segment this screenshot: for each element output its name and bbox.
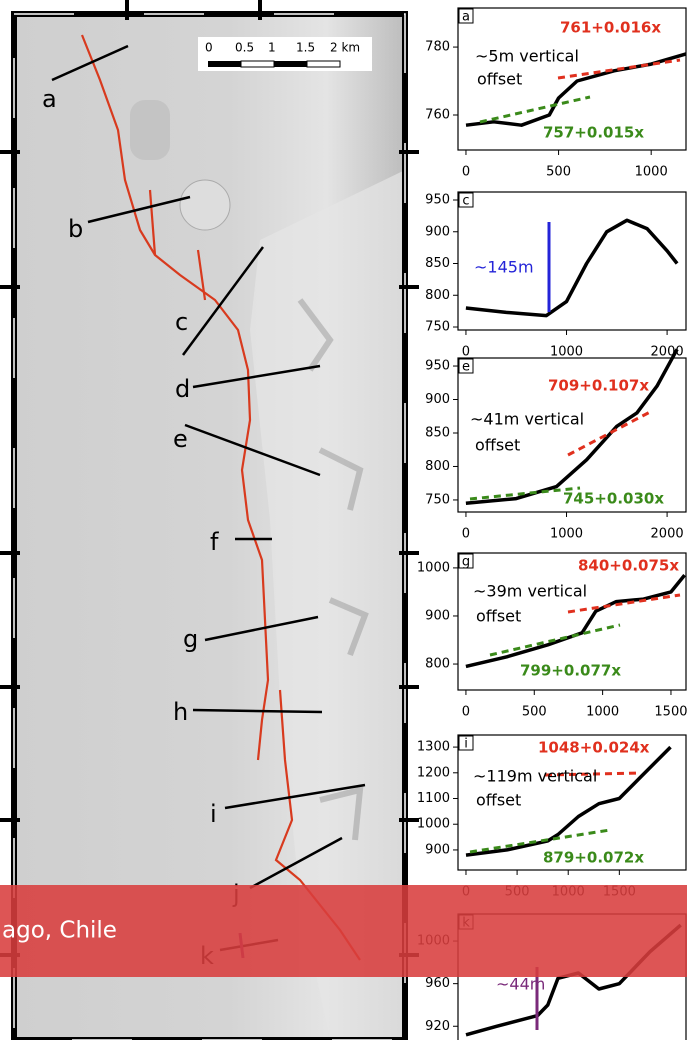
y-tick-label: 950 [425,359,450,374]
x-tick-label: 1000 [550,345,583,360]
x-tick-label: 0 [462,345,470,360]
panel-letter: c [462,194,469,209]
profile-label: g [183,625,198,653]
x-tick-label: 1000 [635,165,668,180]
panel-letter: a [462,10,470,25]
y-tick-label: 1000 [417,817,450,832]
annotation: offset [476,607,521,626]
annotation: ~119m vertical [473,767,597,786]
annotation: 879+0.072x [543,849,644,867]
x-tick-label: 0 [462,165,470,180]
y-tick-label: 1300 [417,740,450,755]
profile-panel: 800 900 1000 0 500 1000 1500 g 840+0.075x ~39m ve… [417,553,687,720]
y-tick-label: 800 [425,657,450,672]
x-tick-label: 1000 [586,705,619,720]
panel-letter: i [464,737,468,752]
profile-label: i [210,800,217,828]
annotation: ~41m vertical [470,410,584,429]
y-tick-label: 750 [425,492,450,507]
y-tick-label: 960 [425,976,450,991]
figure: 00.511.52 kmabcdefghijk 76078005001000a7… [0,0,687,1040]
scale-label: 2 km [330,41,360,55]
map [0,0,419,1040]
x-tick-label: 1500 [654,705,687,720]
y-tick-label: 900 [425,608,450,623]
x-tick-label: 1000 [550,527,583,542]
y-tick-label: 750 [425,320,450,335]
profile-panel: 9001000110012001300050010001500i1048+0.0… [417,735,686,900]
annotation: offset [477,70,522,89]
scale-label: 0.5 [235,41,254,55]
y-tick-label: 760 [425,108,450,123]
annotation: ~145m [474,258,534,277]
y-tick-label: 900 [425,224,450,239]
annotation: offset [476,791,521,810]
scale-label: 1 [268,41,276,55]
scale-label: 1.5 [296,41,315,55]
profile-panel: 750 800 850 900 950 0 1000 2000 e 709+0.107x ~41m … [425,349,686,541]
banner-text: ago, Chile [2,918,117,944]
panel-letter: e [462,360,470,375]
y-tick-label: 1000 [417,560,450,575]
annotation: ~39m vertical [473,582,587,601]
y-tick-label: 920 [425,1019,450,1034]
y-tick-label: 1100 [417,791,450,806]
annotation: 761+0.016x [560,19,661,37]
x-tick-label: 2000 [651,345,684,360]
scale-label: 0 [205,41,213,55]
x-tick-label: 500 [546,165,571,180]
x-tick-label: 0 [462,705,470,720]
y-tick-label: 900 [425,842,450,857]
panel-letter: g [462,555,470,570]
profile-label: e [173,425,188,453]
annotation: 799+0.077x [520,662,621,680]
x-tick-label: 500 [522,705,547,720]
annotation: 745+0.030x [563,490,664,508]
annotation: 757+0.015x [543,124,644,142]
y-tick-label: 850 [425,425,450,440]
banner: ago, Chile [0,885,687,977]
y-tick-label: 800 [425,459,450,474]
annotation: ~5m vertical [475,47,579,66]
profile-label: b [68,215,83,243]
y-tick-label: 900 [425,392,450,407]
profile-label: f [210,528,219,556]
y-tick-label: 850 [425,256,450,271]
profile-label: c [175,308,188,336]
y-tick-label: 1200 [417,765,450,780]
y-tick-label: 780 [425,40,450,55]
annotation: 709+0.107x [548,377,649,395]
x-tick-label: 0 [462,527,470,542]
profile-panel: 750 800 850 900 950 0 1000 2000 c ~145m [425,192,686,360]
y-tick-label: 800 [425,288,450,303]
x-tick-label: 2000 [651,527,684,542]
profile-label: h [173,698,188,726]
profile-label: d [175,375,190,403]
annotation: offset [475,436,520,455]
profile-label: a [42,85,57,113]
profile-panel: 760 780 0 500 1000 a 761+0.016x ~5m vertical off… [425,8,686,180]
annotation: 840+0.075x [578,557,679,575]
y-tick-label: 950 [425,193,450,208]
annotation: 1048+0.024x [538,739,650,757]
annotation: ~44m [496,975,545,994]
